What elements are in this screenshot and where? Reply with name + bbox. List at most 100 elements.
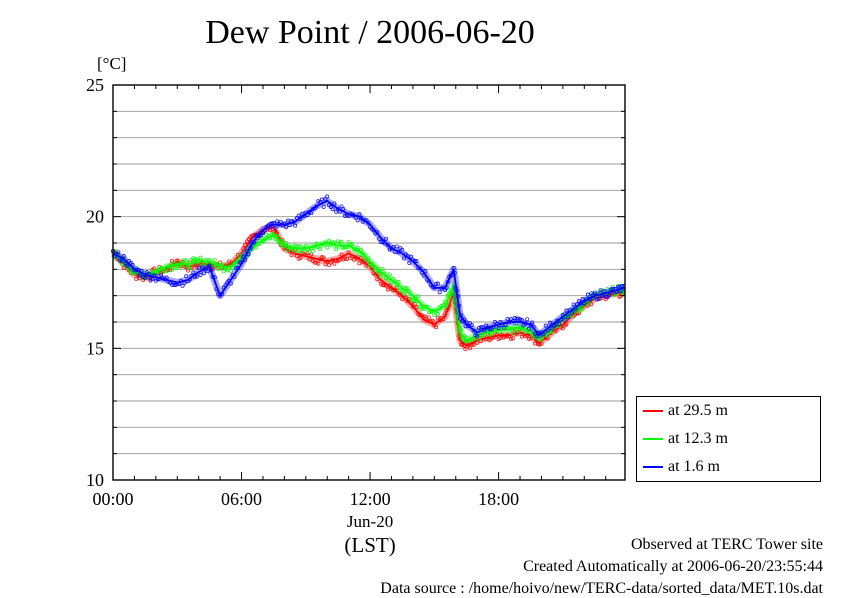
data-point bbox=[435, 315, 440, 320]
data-point bbox=[377, 236, 381, 241]
data-point bbox=[152, 266, 157, 271]
data-point bbox=[278, 219, 283, 224]
data-point bbox=[580, 306, 585, 311]
data-point bbox=[550, 326, 555, 331]
data-point bbox=[316, 261, 321, 266]
data-point bbox=[409, 254, 414, 259]
data-point bbox=[432, 313, 437, 318]
data-point bbox=[460, 343, 465, 347]
data-point bbox=[402, 291, 406, 296]
data-point bbox=[557, 323, 562, 328]
data-point bbox=[184, 258, 189, 263]
data-point bbox=[216, 267, 221, 272]
data-point bbox=[334, 247, 339, 251]
data-point bbox=[253, 245, 258, 250]
data-point bbox=[502, 325, 506, 330]
data-point bbox=[525, 317, 530, 322]
data-point bbox=[289, 253, 294, 258]
data-point bbox=[418, 313, 423, 317]
data-point bbox=[134, 276, 139, 281]
data-point bbox=[407, 296, 412, 301]
data-point bbox=[593, 290, 597, 295]
y-tick-label: 10 bbox=[86, 470, 104, 490]
data-point bbox=[458, 316, 462, 321]
data-point bbox=[414, 259, 419, 264]
series-line bbox=[112, 226, 625, 347]
data-point bbox=[121, 266, 126, 270]
data-point bbox=[589, 291, 594, 296]
data-point bbox=[580, 297, 585, 302]
data-point bbox=[286, 248, 290, 253]
data-point bbox=[309, 252, 314, 257]
data-point bbox=[434, 325, 439, 330]
legend-swatch bbox=[643, 438, 663, 440]
y-tick-label: 15 bbox=[86, 338, 104, 358]
data-point bbox=[191, 270, 196, 275]
series-line bbox=[112, 199, 626, 337]
data-point bbox=[200, 263, 205, 268]
data-point bbox=[384, 236, 389, 241]
data-point bbox=[159, 272, 164, 277]
data-point bbox=[350, 242, 355, 246]
data-point bbox=[198, 272, 203, 277]
data-point bbox=[471, 343, 476, 348]
data-point bbox=[510, 336, 515, 341]
y-tick-label: 25 bbox=[86, 75, 104, 95]
data-point bbox=[509, 337, 514, 342]
data-point bbox=[394, 244, 399, 249]
data-point bbox=[543, 333, 548, 338]
data-point bbox=[194, 274, 199, 279]
data-point bbox=[300, 249, 305, 254]
data-point bbox=[378, 274, 383, 279]
data-point bbox=[327, 263, 331, 268]
data-point bbox=[560, 326, 565, 331]
data-point bbox=[275, 219, 280, 224]
data-point bbox=[202, 271, 206, 276]
data-point bbox=[332, 201, 337, 206]
data-point bbox=[607, 293, 612, 298]
data-point bbox=[291, 248, 296, 253]
data-point bbox=[434, 282, 439, 286]
data-point bbox=[414, 305, 419, 309]
data-point bbox=[382, 283, 387, 288]
data-point bbox=[169, 282, 174, 287]
data-point bbox=[496, 326, 501, 330]
data-point bbox=[173, 266, 178, 271]
observed-site-note: Observed at TERC Tower site bbox=[630, 536, 823, 553]
data-point bbox=[385, 287, 390, 292]
data-point bbox=[319, 197, 324, 202]
data-point bbox=[530, 320, 535, 325]
data-source-note: Data source : /home/hoivo/new/TERC-data/… bbox=[380, 580, 823, 597]
data-point bbox=[469, 323, 474, 328]
data-point bbox=[355, 245, 360, 250]
data-point bbox=[562, 317, 567, 322]
data-point bbox=[212, 257, 217, 262]
data-point bbox=[539, 337, 544, 342]
data-point bbox=[423, 314, 428, 319]
data-point bbox=[357, 261, 362, 266]
data-point bbox=[171, 283, 176, 288]
data-point bbox=[175, 259, 180, 263]
x-tick-label: 00:00 bbox=[92, 489, 133, 509]
data-point bbox=[510, 331, 515, 336]
data-point bbox=[468, 346, 472, 351]
data-point bbox=[516, 316, 521, 321]
data-point bbox=[305, 251, 310, 256]
data-point bbox=[400, 247, 405, 252]
data-point bbox=[346, 239, 351, 244]
data-point bbox=[205, 269, 210, 274]
data-point bbox=[589, 302, 594, 307]
data-point bbox=[352, 257, 356, 262]
data-point bbox=[159, 271, 164, 276]
data-point bbox=[405, 286, 410, 291]
data-point bbox=[594, 297, 599, 302]
grid-lines bbox=[113, 110, 625, 455]
data-point bbox=[564, 322, 569, 327]
data-point bbox=[293, 223, 298, 228]
data-point bbox=[400, 297, 405, 302]
data-point bbox=[543, 335, 548, 340]
data-point bbox=[527, 337, 531, 341]
data-point bbox=[137, 273, 142, 278]
legend-swatch bbox=[643, 410, 663, 412]
data-point bbox=[478, 325, 483, 330]
